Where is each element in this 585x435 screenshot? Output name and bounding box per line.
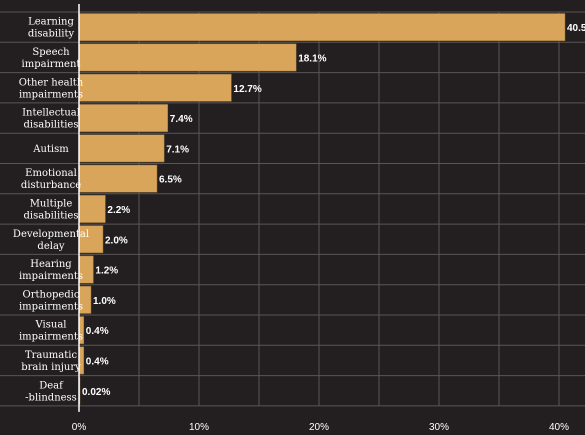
value-label: 0.4% <box>86 356 109 367</box>
value-label: 0.4% <box>86 326 109 337</box>
category-label: impairments <box>19 332 83 343</box>
category-label: Speech <box>32 47 70 58</box>
x-tick-label: 30% <box>429 422 449 433</box>
category-label: Autism <box>32 144 69 155</box>
value-label: 12.7% <box>233 84 261 95</box>
bar <box>78 195 106 223</box>
category-label: Traumatic <box>25 350 78 361</box>
category-label: Developmental <box>13 229 89 240</box>
category-label: Learning <box>28 17 74 28</box>
bar <box>78 164 158 193</box>
category-label: Deaf <box>39 380 64 391</box>
category-label: disabilities <box>24 120 79 131</box>
category-label: brain injury <box>21 362 81 373</box>
category-label: disability <box>28 29 75 40</box>
grid <box>0 11 585 407</box>
x-tick-label: 0% <box>72 422 87 433</box>
value-label: 7.4% <box>170 114 193 125</box>
category-label: Other health <box>19 77 84 88</box>
category-label: Orthopedic <box>23 289 80 300</box>
x-tick-label: 10% <box>189 422 209 433</box>
value-label: 2.0% <box>105 235 128 246</box>
value-label: 1.2% <box>95 266 118 277</box>
category-label: disabilities <box>24 210 79 221</box>
category-label: Emotional <box>25 168 77 179</box>
category-label: impairments <box>19 271 83 282</box>
category-label: disturbance <box>21 180 81 191</box>
value-labels: 40.5% 18.1% 12.7% 7.4% 7.1% 6.5% 2.2% 2.0% 1.2% 1… <box>82 23 585 398</box>
bar <box>78 134 165 163</box>
x-tick-label: 20% <box>309 422 329 433</box>
x-tick-label: 40% <box>549 422 569 433</box>
category-label: impairments <box>19 301 83 312</box>
bar <box>78 225 104 254</box>
category-label: Visual <box>35 320 67 331</box>
category-label: Hearing <box>30 259 72 270</box>
bar <box>78 73 232 102</box>
category-label: impairment <box>22 59 81 70</box>
value-label: 0.02% <box>82 387 110 398</box>
value-label: 6.5% <box>159 175 182 186</box>
category-label: Multiple <box>30 198 73 209</box>
category-label: -blindness <box>25 392 77 403</box>
category-label: Intellectual <box>22 108 80 119</box>
bar <box>78 43 297 72</box>
value-label: 7.1% <box>166 144 189 155</box>
value-label: 1.0% <box>93 296 116 307</box>
bars <box>78 13 566 405</box>
value-label: 2.2% <box>107 205 130 216</box>
value-label: 40.5% <box>567 23 585 34</box>
category-label: delay <box>37 241 64 252</box>
x-axis-ticks: 0% 10% 20% 30% 40% <box>72 422 569 433</box>
bar <box>78 13 566 42</box>
value-label: 18.1% <box>298 53 326 64</box>
bar <box>78 104 169 132</box>
category-label: impairments <box>19 89 83 100</box>
